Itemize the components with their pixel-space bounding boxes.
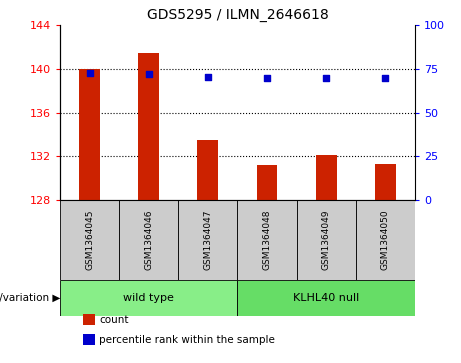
Text: percentile rank within the sample: percentile rank within the sample xyxy=(99,335,275,345)
Bar xyxy=(79,69,100,200)
Point xyxy=(86,70,93,76)
Point xyxy=(263,75,271,81)
Bar xyxy=(296,200,356,280)
Text: wild type: wild type xyxy=(123,293,174,303)
Bar xyxy=(356,200,415,280)
Text: GSM1364048: GSM1364048 xyxy=(262,209,272,270)
Text: GSM1364050: GSM1364050 xyxy=(381,209,390,270)
Bar xyxy=(197,140,218,200)
Point xyxy=(322,75,330,81)
Bar xyxy=(178,200,237,280)
Bar xyxy=(60,200,119,280)
Point xyxy=(382,75,389,81)
Text: count: count xyxy=(99,315,129,325)
Bar xyxy=(237,200,296,280)
Text: GSM1364047: GSM1364047 xyxy=(203,209,213,270)
Bar xyxy=(119,200,178,280)
Bar xyxy=(257,165,278,200)
Bar xyxy=(316,155,337,200)
Point xyxy=(145,71,152,77)
Bar xyxy=(375,164,396,200)
Text: GSM1364045: GSM1364045 xyxy=(85,209,94,270)
Text: GSM1364046: GSM1364046 xyxy=(144,209,153,270)
Bar xyxy=(138,53,159,200)
Title: GDS5295 / ILMN_2646618: GDS5295 / ILMN_2646618 xyxy=(147,8,328,22)
Point xyxy=(204,74,212,79)
Text: genotype/variation ▶: genotype/variation ▶ xyxy=(0,293,60,303)
Text: GSM1364049: GSM1364049 xyxy=(322,209,331,270)
Bar xyxy=(237,280,415,316)
Text: KLHL40 null: KLHL40 null xyxy=(293,293,359,303)
Bar xyxy=(60,280,237,316)
